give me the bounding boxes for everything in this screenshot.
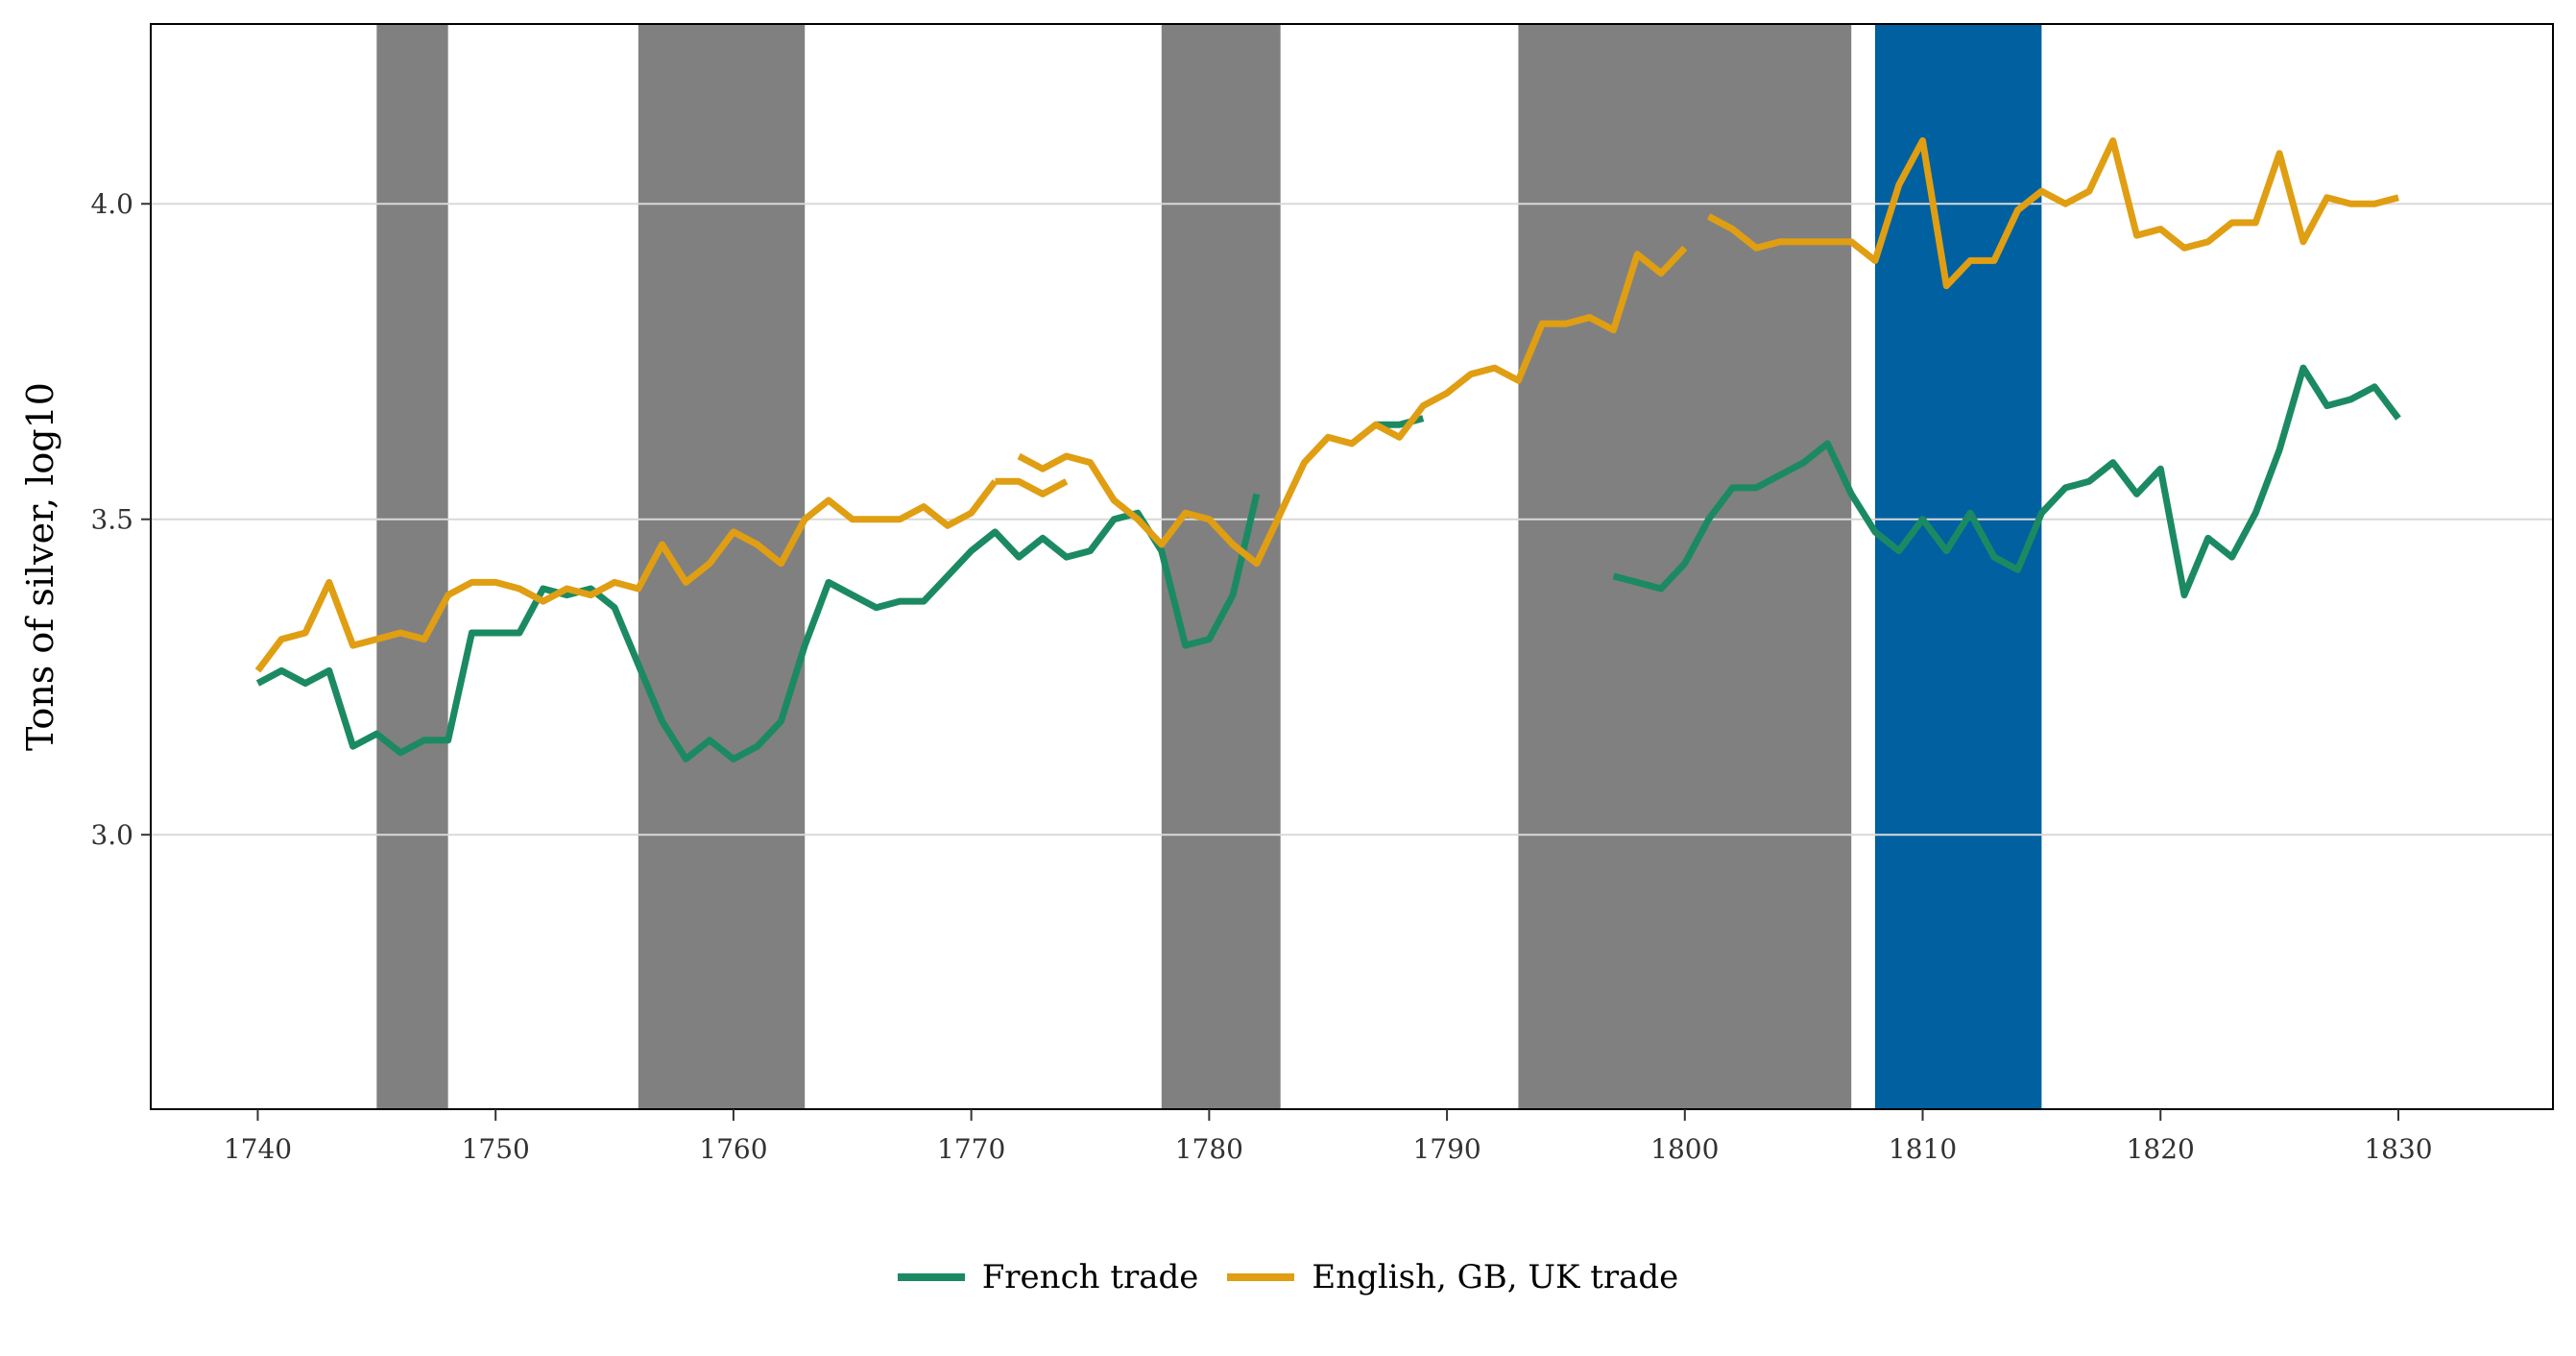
series-0-line-segment-0 xyxy=(255,493,1261,763)
x-tick-label-1: 1750 xyxy=(462,1133,530,1165)
y-tick-label-0: 3.0 xyxy=(90,819,133,851)
x-tick-label-2: 1760 xyxy=(699,1133,767,1165)
x-tick-label-6: 1800 xyxy=(1650,1133,1719,1165)
x-tick-label-3: 1770 xyxy=(937,1133,1005,1165)
y-axis: 3.0 3.5 4.0 xyxy=(90,188,151,851)
legend-label-french: French trade xyxy=(981,1258,1199,1296)
series-lines xyxy=(254,137,2401,763)
series-1-line-segment-0 xyxy=(254,479,999,673)
x-tick-label-5: 1790 xyxy=(1412,1133,1481,1165)
chart-svg: 1740 1750 1760 1770 1780 1790 1800 1810 1820 1830… xyxy=(19,23,2554,1165)
x-axis: 1740 1750 1760 1770 1780 1790 1800 1810 1820 1830 xyxy=(224,1109,2433,1165)
legend-item-english: English, GB, UK trade xyxy=(1227,1258,1678,1296)
y-axis-title: Tons of silver, log10 xyxy=(19,382,61,751)
x-tick-label-4: 1780 xyxy=(1175,1133,1243,1165)
legend-label-english: English, GB, UK trade xyxy=(1312,1258,1679,1296)
series-0-line-segment-2 xyxy=(1612,364,2401,599)
series-1-line-segment-3 xyxy=(1706,137,2399,290)
y-tick-label-1: 3.5 xyxy=(90,504,133,536)
y-tick-label-2: 4.0 xyxy=(90,188,133,220)
x-tick-label-8: 1820 xyxy=(2127,1133,2195,1165)
x-tick-label-7: 1810 xyxy=(1889,1133,1957,1165)
gridlines xyxy=(151,203,2553,836)
plot-background xyxy=(151,24,2553,1109)
legend-item-french: French trade xyxy=(897,1258,1199,1296)
shaded-period-1756-1763 xyxy=(638,24,806,1109)
series-1-line-segment-2 xyxy=(995,477,1069,497)
plot-border xyxy=(150,23,2554,1110)
legend-key-english xyxy=(1227,1273,1295,1281)
shaded-period-1745-1748 xyxy=(376,24,448,1109)
x-tick-label-9: 1830 xyxy=(2364,1133,2432,1165)
legend: French trade English, GB, UK trade xyxy=(0,1248,2576,1306)
shaded-period-1778-1783 xyxy=(1161,24,1281,1109)
series-1-line-segment-1 xyxy=(1017,245,1688,568)
legend-key-french xyxy=(897,1273,965,1281)
x-tick-label-0: 1740 xyxy=(224,1133,292,1165)
